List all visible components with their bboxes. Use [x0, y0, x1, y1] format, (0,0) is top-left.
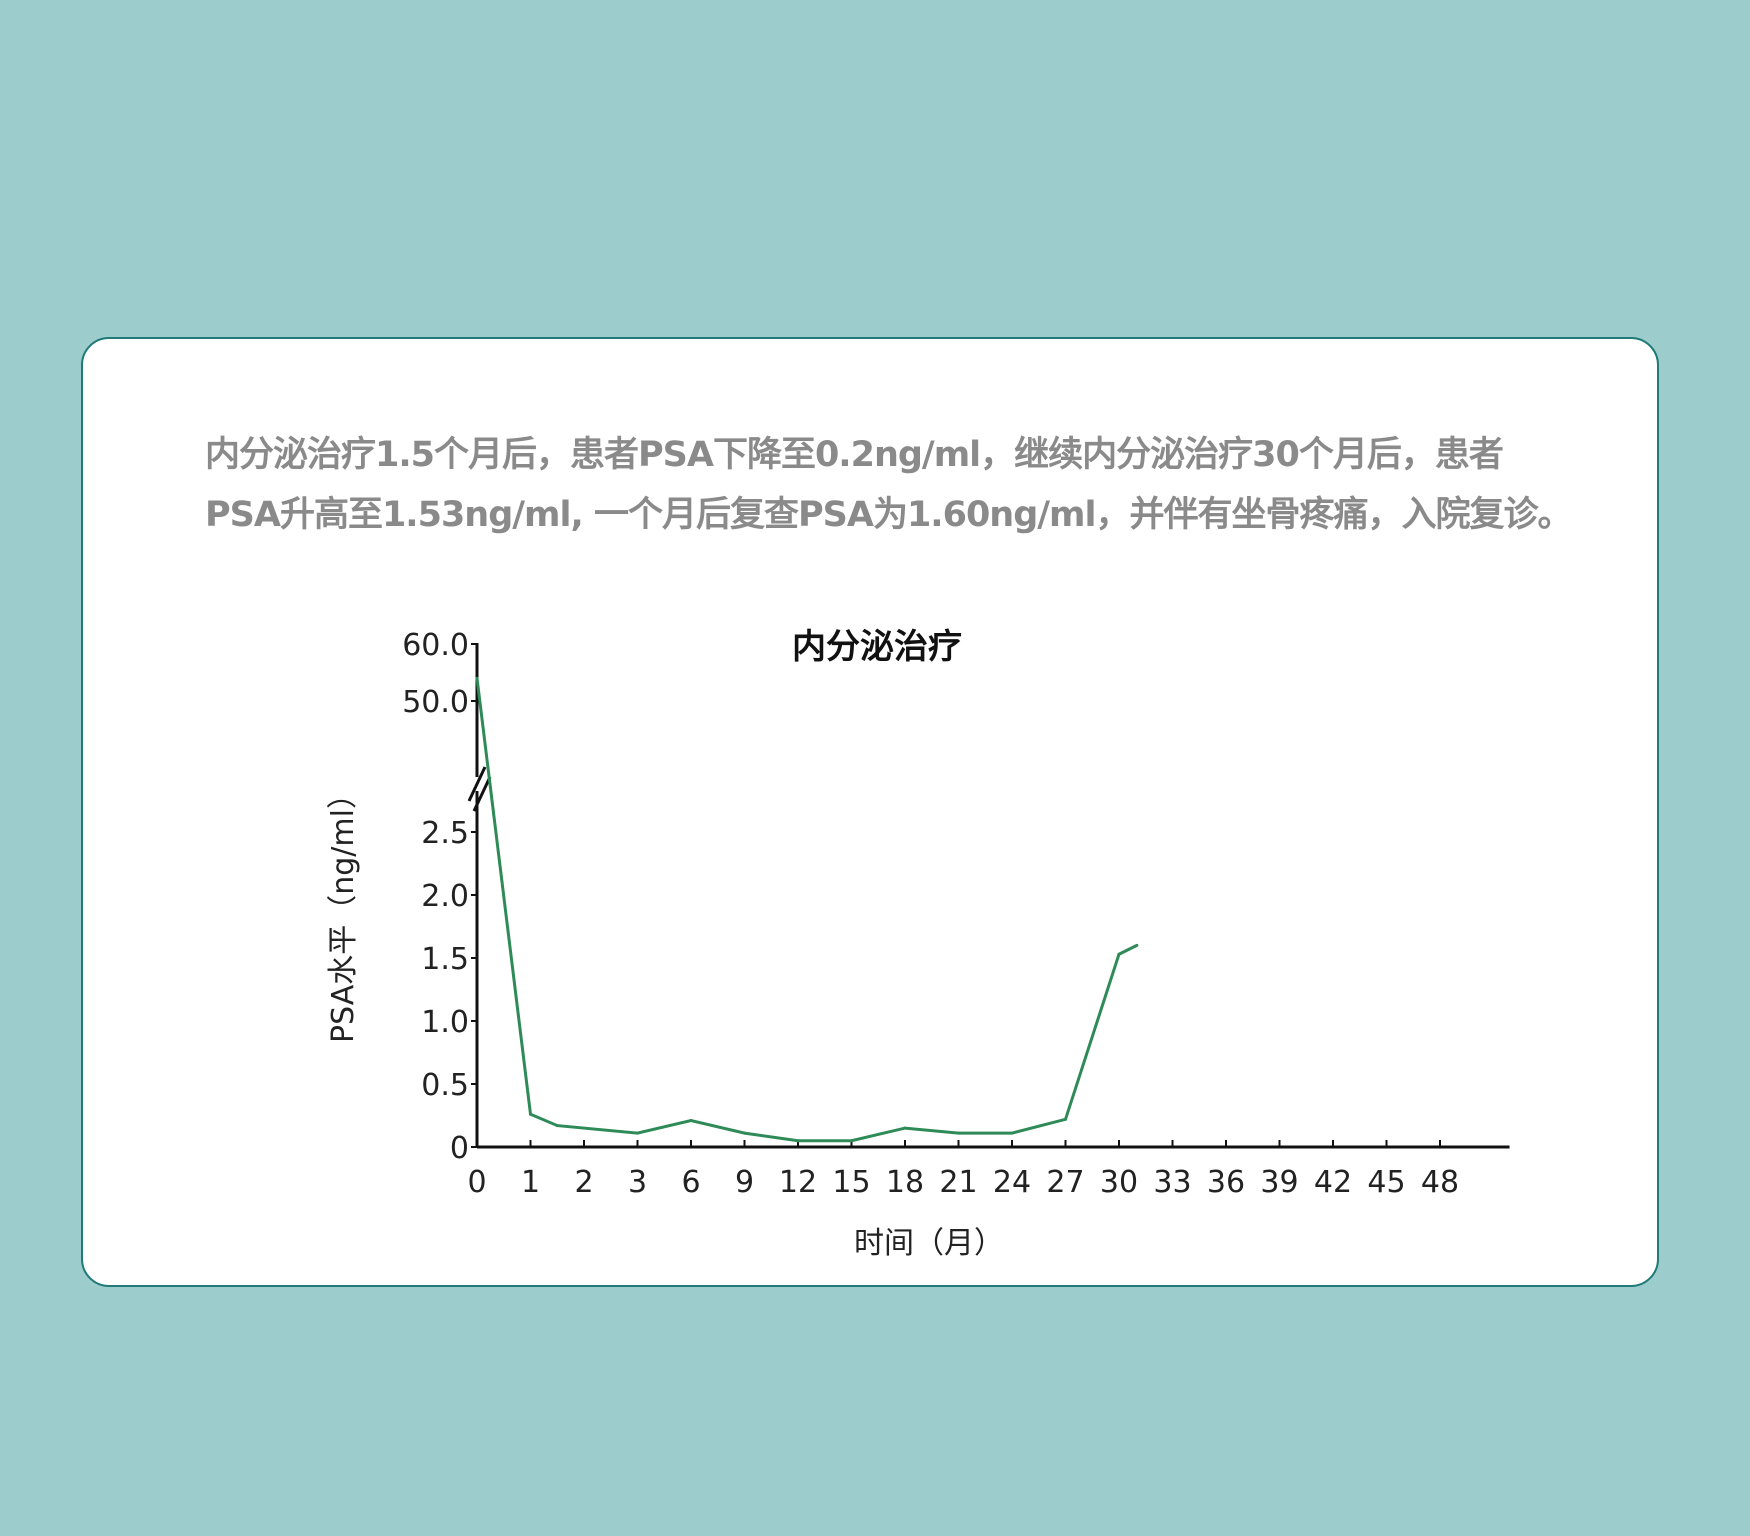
- axis-break-mark: [472, 776, 492, 812]
- x-tick-label: 48: [1421, 1165, 1459, 1200]
- data-point: [636, 1131, 639, 1135]
- x-axis-ticks: 0 1 2 3 6 9 12 15 18 21 24 27 30 33 36 39 42 45 48: [467, 1140, 1459, 1200]
- data-point: [475, 676, 479, 680]
- data-point: [689, 1119, 693, 1123]
- x-tick-label: 42: [1314, 1165, 1352, 1200]
- x-tick-label: 24: [993, 1165, 1031, 1200]
- caption-line-1: 内分泌治疗1.5个月后，患者PSA下降至0.2ng/ml，继续内分泌治疗30个月…: [205, 435, 1504, 475]
- y-axis-ticks: 0 0.5 1.0 1.5 2.0 2.5 50.0 60.0: [402, 628, 477, 1166]
- chart-series: [475, 676, 1139, 1143]
- caption-line-2: PSA升高至1.53ng/ml, 一个月后复查PSA为1.60ng/ml，并伴有…: [205, 495, 1573, 535]
- y-tick-label: 2.0: [421, 879, 469, 914]
- x-tick-label: 9: [735, 1165, 754, 1200]
- y-tick-label: 0.5: [421, 1068, 469, 1103]
- data-point: [957, 1131, 960, 1135]
- x-tick-label: 36: [1207, 1165, 1245, 1200]
- x-tick-label: 1: [521, 1165, 540, 1200]
- x-tick-label: 27: [1046, 1165, 1084, 1200]
- x-tick-label: 33: [1153, 1165, 1191, 1200]
- x-tick-label: 30: [1100, 1165, 1138, 1200]
- data-point: [555, 1124, 559, 1128]
- x-tick-label: 12: [779, 1165, 817, 1200]
- data-point: [529, 1112, 532, 1116]
- y-tick-label: 50.0: [402, 685, 469, 720]
- y-tick-label: 60.0: [402, 628, 469, 663]
- chart-axes: [467, 643, 1510, 1149]
- x-tick-label: 18: [886, 1165, 924, 1200]
- x-tick-label: 21: [939, 1165, 977, 1200]
- data-point: [1117, 952, 1121, 956]
- chart-title: 内分泌治疗: [792, 627, 962, 667]
- psa-series-line: [475, 678, 1138, 1143]
- y-tick-label: 2.5: [421, 816, 469, 851]
- x-tick-label: 15: [832, 1165, 870, 1200]
- y-tick-label: 1.5: [421, 942, 469, 977]
- data-point: [743, 1131, 746, 1135]
- data-point: [796, 1139, 800, 1143]
- data-point: [1064, 1117, 1067, 1121]
- data-point: [1010, 1131, 1014, 1135]
- psa-line-chart: 内分泌治疗 0 1 2 3 6 9 12 15 18 21 24 27 30 33 36 39 42 45 48 0…: [326, 627, 1510, 1261]
- x-tick-label: 45: [1367, 1165, 1405, 1200]
- x-tick-label: 2: [574, 1165, 593, 1200]
- y-axis-label: PSA水平（ng/ml）: [326, 779, 361, 1043]
- y-tick-label: 0: [450, 1131, 469, 1166]
- axis-break-mark: [467, 766, 487, 802]
- x-tick-label: 39: [1260, 1165, 1298, 1200]
- data-point: [1135, 943, 1139, 947]
- x-axis-label: 时间（月）: [854, 1226, 1004, 1261]
- x-tick-label: 6: [681, 1165, 700, 1200]
- data-point: [850, 1139, 853, 1143]
- content-card: 内分泌治疗1.5个月后，患者PSA下降至0.2ng/ml，继续内分泌治疗30个月…: [81, 337, 1659, 1287]
- x-tick-label: 3: [628, 1165, 647, 1200]
- x-tick-label: 0: [467, 1165, 486, 1200]
- caption-text: 内分泌治疗1.5个月后，患者PSA下降至0.2ng/ml，继续内分泌治疗30个月…: [205, 425, 1625, 545]
- y-tick-label: 1.0: [421, 1005, 469, 1040]
- data-point: [903, 1126, 907, 1130]
